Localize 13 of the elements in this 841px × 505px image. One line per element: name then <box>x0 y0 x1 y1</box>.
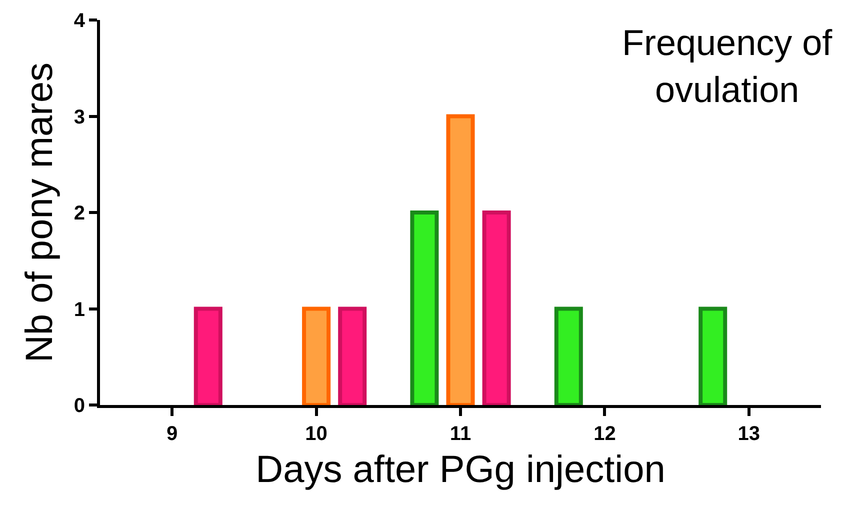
y-tick-label: 1 <box>74 298 85 321</box>
y-tick-label: 2 <box>74 202 85 224</box>
y-tick-label: 3 <box>74 106 85 128</box>
x-tick-label: 9 <box>166 423 178 445</box>
y-axis-title: Nb of pony mares <box>19 62 62 362</box>
x-tick-label: 11 <box>450 423 472 445</box>
x-tick-label: 10 <box>305 423 328 445</box>
x-axis-title: Days after PGg injection <box>256 449 666 492</box>
x-tick-label: 13 <box>738 423 760 445</box>
y-tick-label: 0 <box>74 395 85 417</box>
y-tick-label: 4 <box>74 10 86 32</box>
x-tick-label: 12 <box>594 423 616 445</box>
text: Frequency of ovulation <box>622 22 834 110</box>
